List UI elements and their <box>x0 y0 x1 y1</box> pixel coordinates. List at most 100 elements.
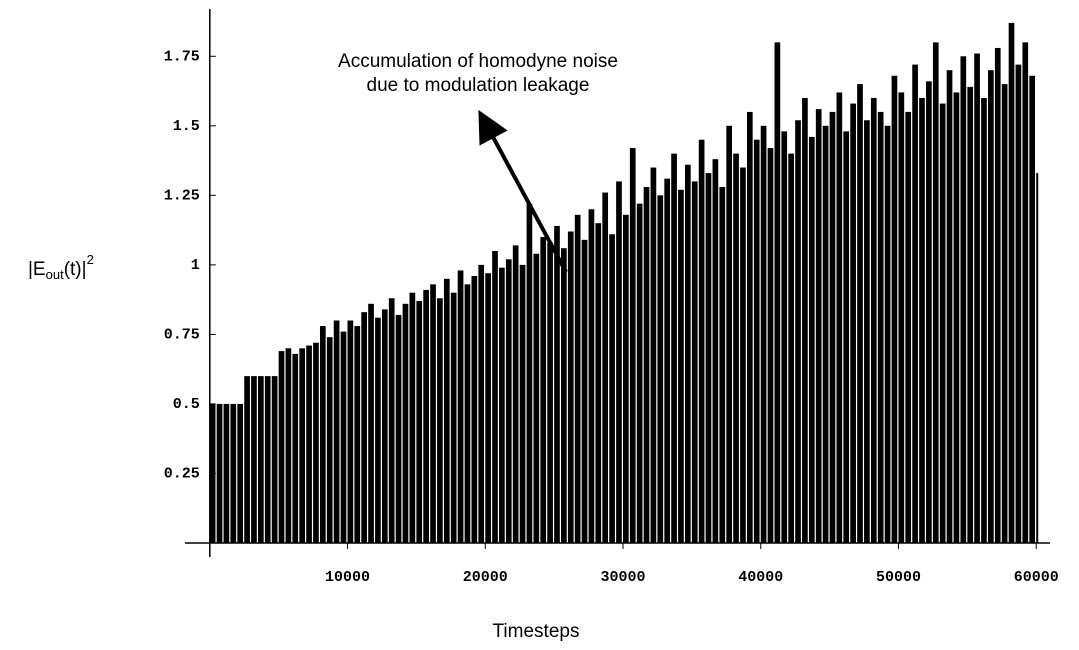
spike <box>960 56 967 543</box>
spike <box>774 42 781 543</box>
spike <box>946 70 953 543</box>
spike <box>746 111 753 543</box>
spike <box>684 164 691 543</box>
spike <box>822 125 829 543</box>
y-label-sup: 2 <box>87 252 94 267</box>
y-axis-label: |Eout(t)|2 <box>28 252 94 282</box>
spike <box>870 98 877 543</box>
spike <box>361 312 367 543</box>
spike <box>691 181 698 543</box>
spike <box>292 353 299 543</box>
spike <box>857 84 863 543</box>
spike <box>802 98 808 543</box>
spike <box>912 64 918 543</box>
spike <box>926 81 932 543</box>
spike <box>457 270 464 543</box>
spike <box>237 403 244 543</box>
spike <box>1008 22 1015 543</box>
spike <box>678 189 684 543</box>
spike <box>939 103 946 543</box>
spike <box>712 159 719 543</box>
spike <box>623 214 629 543</box>
spike <box>850 103 856 543</box>
spike <box>919 98 925 543</box>
spike <box>216 403 223 543</box>
spike <box>319 326 326 543</box>
spike <box>657 195 664 543</box>
spike <box>740 167 746 543</box>
spike <box>1036 173 1039 543</box>
x-tick-label: 60000 <box>1014 569 1059 586</box>
spike <box>636 203 643 543</box>
spike <box>1015 64 1022 543</box>
spike <box>788 153 794 543</box>
spike <box>616 181 622 543</box>
spike <box>326 337 333 543</box>
spike <box>829 111 836 543</box>
annotation-arrow <box>478 109 568 273</box>
spike <box>760 125 767 543</box>
spike <box>581 239 588 543</box>
x-tick-label: 30000 <box>601 569 646 586</box>
spike <box>1022 42 1029 543</box>
spike <box>953 92 960 543</box>
spike <box>278 351 285 543</box>
spike <box>526 203 533 543</box>
spike <box>492 250 498 543</box>
spike <box>388 298 395 543</box>
y-tick-label: 0.75 <box>164 326 200 343</box>
spike <box>836 92 843 543</box>
y-tick-label: 1.75 <box>164 48 200 65</box>
spike <box>1029 75 1036 543</box>
x-axis-label: Timesteps <box>493 621 580 642</box>
x-tick-label: 20000 <box>463 569 508 586</box>
y-label-mid: (t)| <box>64 259 87 280</box>
spike <box>313 342 319 543</box>
spike <box>450 292 457 543</box>
spike <box>650 167 657 543</box>
spike <box>512 245 519 543</box>
spike <box>932 42 939 543</box>
spike <box>719 187 726 543</box>
spike <box>967 86 974 543</box>
spike <box>540 237 547 543</box>
spike <box>1001 84 1008 543</box>
spike <box>251 376 257 543</box>
x-tick-label: 40000 <box>738 569 783 586</box>
spike <box>781 131 788 543</box>
spike <box>994 47 1001 543</box>
spike <box>443 278 450 543</box>
spike <box>354 326 361 543</box>
spike <box>223 403 230 543</box>
spike <box>981 98 987 543</box>
spike <box>753 139 760 543</box>
spike <box>664 178 671 543</box>
spike <box>547 242 553 543</box>
y-tick-label: 1.25 <box>164 187 200 204</box>
y-tick-label: 0.5 <box>173 396 200 413</box>
spike <box>258 376 264 543</box>
plot-area <box>209 22 1039 543</box>
spike <box>588 209 595 543</box>
spike <box>402 303 409 543</box>
spike <box>333 320 340 543</box>
spike <box>671 153 677 543</box>
spike <box>340 331 347 543</box>
spike <box>815 109 822 543</box>
y-label-main: |E <box>28 259 46 280</box>
annotation-line: Accumulation of homodyne noise <box>338 51 618 72</box>
spike <box>368 303 374 543</box>
y-tick-label: 1 <box>191 257 200 274</box>
x-tick-label: 10000 <box>325 569 370 586</box>
spike <box>375 317 381 543</box>
spike <box>485 273 491 543</box>
spike <box>602 192 609 543</box>
spike <box>643 187 650 543</box>
spike <box>230 403 237 543</box>
spike <box>698 139 705 543</box>
spike <box>808 136 815 543</box>
x-tick-label: 50000 <box>876 569 921 586</box>
spike <box>561 248 567 543</box>
spike <box>464 284 471 543</box>
